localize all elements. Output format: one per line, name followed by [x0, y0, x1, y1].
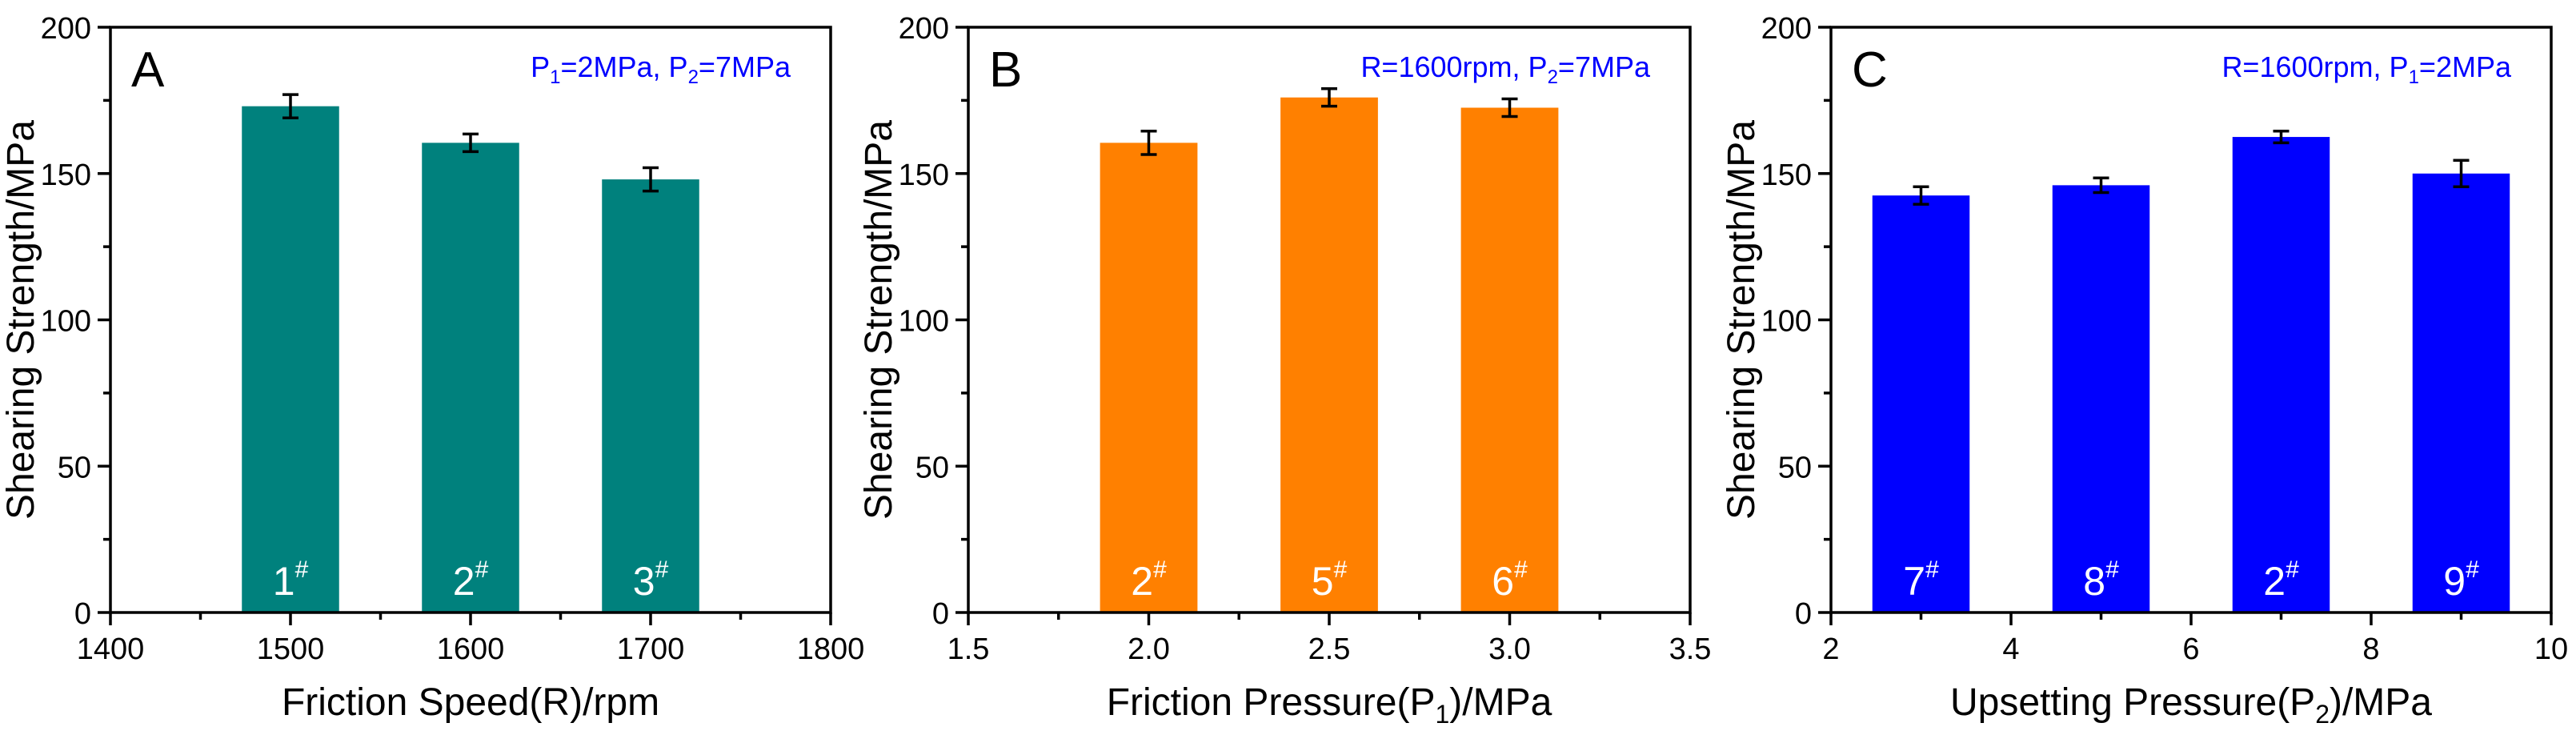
panel-label: B	[989, 42, 1022, 98]
y-tick-label: 100	[1761, 305, 1812, 339]
x-tick-label: 4	[2002, 633, 2019, 666]
x-tick-label: 8	[2362, 633, 2379, 666]
bar-label: 3#	[633, 556, 669, 604]
condition-annotation: P1=2MPa, P2=7MPa	[531, 50, 791, 88]
error-bar	[1321, 87, 1337, 108]
panel-label: C	[1852, 42, 1888, 98]
bar-label: 2#	[1131, 556, 1167, 604]
bar-label: 1#	[273, 556, 309, 604]
error-bar	[1140, 130, 1157, 156]
condition-annotation: R=1600rpm, P2=7MPa	[1360, 50, 1651, 88]
error-bar	[2453, 159, 2470, 188]
y-tick-label: 100	[41, 305, 91, 339]
x-tick-label: 2.5	[1308, 633, 1351, 666]
x-tick-label: 3.0	[1488, 633, 1531, 666]
bar-label: 6#	[1492, 556, 1528, 604]
bar-label: 5#	[1312, 556, 1348, 604]
y-tick-label: 50	[1778, 451, 1812, 484]
y-tick-label: 0	[74, 597, 91, 631]
y-tick-label: 0	[932, 597, 949, 631]
x-tick-label: 1400	[77, 633, 145, 666]
error-bar	[643, 166, 659, 193]
x-tick-label: 2	[1822, 633, 1839, 666]
bar	[1280, 97, 1378, 613]
x-axis-label: Friction Pressure(P1)/MPa	[1107, 681, 1552, 729]
bar-label: 2#	[453, 556, 489, 604]
y-tick-label: 50	[58, 451, 91, 484]
error-bar	[1913, 185, 1929, 206]
y-axis-label: Shearing Strength/MPa	[1721, 120, 1763, 520]
x-tick-label: 1.5	[947, 633, 990, 666]
error-bar	[2093, 176, 2109, 195]
y-tick-label: 100	[899, 305, 949, 339]
bar-label: 9#	[2443, 556, 2479, 604]
bar	[1460, 107, 1559, 612]
y-tick-label: 150	[41, 159, 91, 192]
x-tick-label: 1700	[617, 633, 685, 666]
x-tick-label: 2.0	[1128, 633, 1170, 666]
chart-panel-a: 1# 2# 3# 0 50 100 150 200 1400 1500 1600 1700 1800 Fr…	[0, 12, 864, 724]
bar	[2232, 137, 2330, 612]
bar-label: 8#	[2083, 556, 2119, 604]
y-tick-label: 200	[899, 12, 949, 46]
error-bar	[1501, 97, 1518, 118]
chart-panel-c: 7# 8# 2# 9# 0 50 100 150 200 2 4 6 8 10 Upsetting Pres…	[1721, 12, 2568, 729]
bar	[242, 106, 339, 612]
condition-annotation: R=1600rpm, P1=2MPa	[2221, 50, 2512, 88]
panel-label: A	[131, 42, 165, 98]
y-tick-label: 150	[899, 159, 949, 192]
y-tick-label: 50	[915, 451, 949, 484]
y-tick-label: 0	[1795, 597, 1812, 631]
y-axis-label: Shearing Strength/MPa	[858, 120, 900, 520]
chart-panel-b: 2# 5# 6# 0 50 100 150 200 1.5 2.0 2.5 3.0 3.5 Frictio…	[858, 12, 1711, 729]
error-bar	[2273, 130, 2290, 145]
bar	[602, 179, 699, 612]
y-axis-label: Shearing Strength/MPa	[0, 120, 42, 520]
x-tick-label: 6	[2182, 633, 2199, 666]
y-tick-label: 200	[1761, 12, 1812, 46]
x-axis-label: Friction Speed(R)/rpm	[282, 681, 659, 724]
bar	[422, 143, 519, 612]
x-tick-label: 3.5	[1669, 633, 1712, 666]
error-bar	[282, 93, 298, 120]
y-tick-label: 200	[41, 12, 91, 46]
y-tick-label: 150	[1761, 159, 1812, 192]
bar	[1872, 195, 1970, 613]
x-tick-label: 1800	[797, 633, 865, 666]
x-tick-label: 10	[2534, 633, 2568, 666]
bar	[2052, 185, 2150, 612]
x-axis-label: Upsetting Pressure(P2)/MPa	[1950, 681, 2432, 729]
x-tick-label: 1600	[437, 633, 505, 666]
x-tick-label: 1500	[257, 633, 325, 666]
bar	[1100, 143, 1198, 612]
bar-label: 2#	[2263, 556, 2299, 604]
error-bar	[463, 132, 479, 154]
bar-label: 7#	[1903, 556, 1939, 604]
bar	[2412, 173, 2510, 612]
